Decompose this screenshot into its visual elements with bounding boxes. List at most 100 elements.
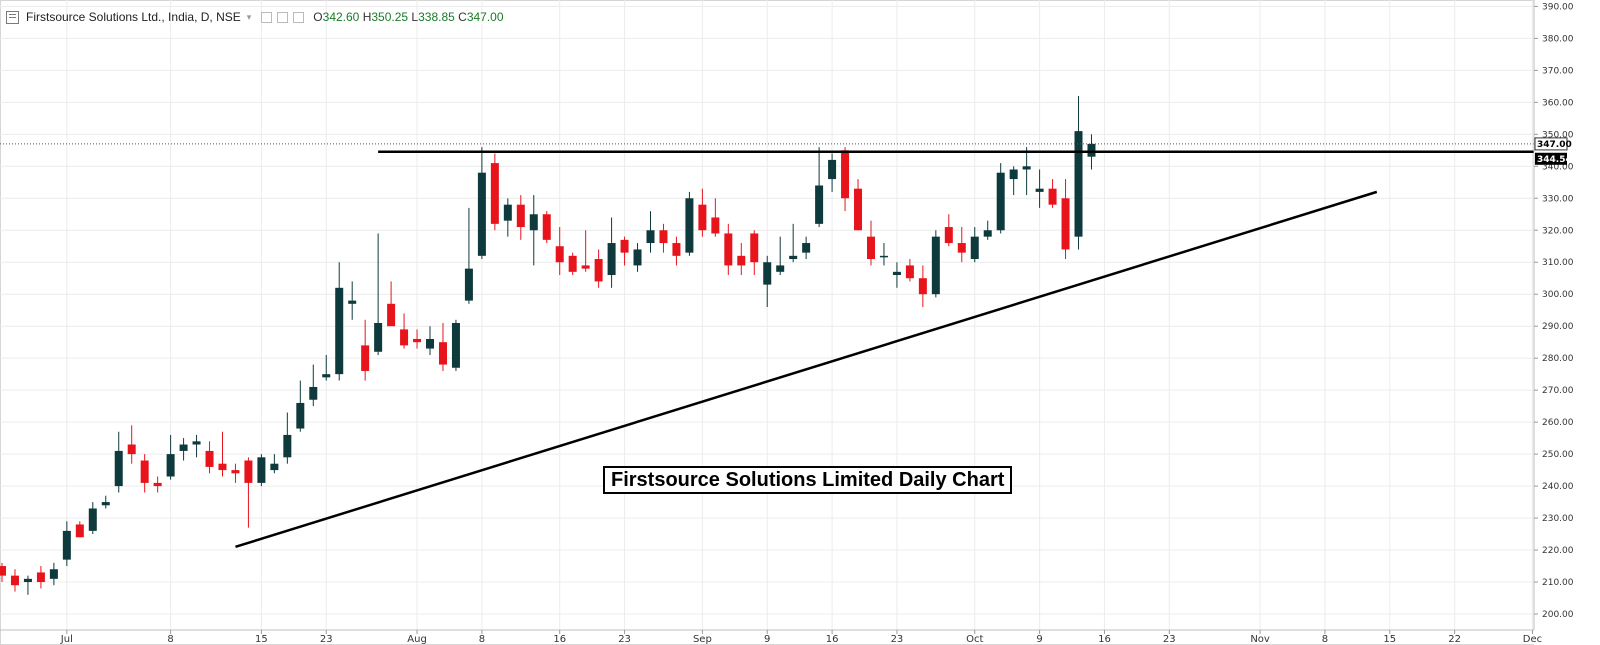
candle (711, 198, 720, 237)
x-tick-label: 15 (255, 634, 268, 645)
price-axis-bg (1534, 0, 1600, 645)
candle-body (101, 502, 110, 506)
candle-body (62, 530, 71, 560)
candles (0, 95, 1096, 595)
candle-body (309, 386, 318, 400)
y-tick-label: 350.00 (1542, 130, 1574, 140)
candle (568, 252, 577, 276)
candle-body (0, 566, 6, 576)
ohlc-values: O342.60 H350.25 L338.85 C347.00 (313, 10, 503, 24)
candle-body (581, 265, 590, 269)
x-tick-label: 23 (618, 634, 631, 645)
candle (1048, 179, 1057, 208)
y-tick-label: 380.00 (1542, 34, 1574, 44)
candle (918, 265, 927, 308)
candle (490, 153, 499, 231)
candle-body (387, 303, 396, 327)
candle (996, 163, 1005, 234)
x-tick-label: 16 (1098, 634, 1111, 645)
candle (218, 431, 227, 477)
price-tags: 347.00 344.54 (1534, 137, 1572, 165)
y-tick-label: 330.00 (1542, 194, 1574, 204)
candle (36, 566, 45, 589)
candle-body (763, 262, 772, 285)
candle-body (335, 287, 344, 375)
x-tick-label: Nov (1250, 634, 1270, 645)
candle-body (1048, 188, 1057, 205)
last-price-tag-bg (1534, 137, 1568, 151)
grid (0, 0, 1534, 630)
y-tick-label: 310.00 (1542, 258, 1574, 268)
candle (464, 207, 473, 304)
candle (179, 438, 188, 461)
candle-body (802, 243, 811, 253)
settings-icon[interactable] (277, 11, 289, 23)
x-tick-label: Dec (1523, 634, 1542, 645)
y-tick-label: 210.00 (1542, 578, 1574, 588)
candle (581, 230, 590, 272)
candle (1074, 95, 1083, 250)
candle (283, 412, 292, 464)
candle-body (1074, 131, 1083, 237)
line-price-tag: 344.54 (1535, 152, 1572, 165)
chevron-down-icon[interactable]: ▾ (246, 11, 252, 22)
candle-body (516, 204, 525, 228)
candle (879, 243, 888, 266)
candle-body (153, 482, 162, 487)
x-tick-label: 9 (1036, 634, 1042, 645)
candle (763, 255, 772, 308)
candle-body (10, 575, 19, 586)
candle (698, 188, 707, 237)
price-axis[interactable]: 390.00 380.00 370.00 360.00 350.00 340.00 330.… (1533, 0, 1600, 645)
x-tick-label: 16 (826, 634, 839, 645)
candle-body (672, 243, 681, 256)
candle-body (400, 329, 409, 346)
candle (192, 434, 201, 458)
candle (724, 223, 733, 276)
candle-body (711, 217, 720, 234)
visibility-icon[interactable] (261, 11, 273, 23)
candle-body (464, 268, 473, 301)
candle (75, 521, 84, 538)
candle-body (205, 450, 214, 467)
series-menu-icon[interactable] (6, 10, 19, 24)
support-trendline[interactable] (235, 190, 1378, 549)
x-tick-label: 8 (479, 634, 485, 645)
candle-body (737, 255, 746, 266)
candle-body (607, 243, 616, 276)
y-tick-label: 300.00 (1542, 290, 1574, 300)
x-tick-label: 16 (553, 634, 566, 645)
candle (309, 364, 318, 407)
y-tick-label: 260.00 (1542, 418, 1574, 428)
candle (892, 262, 901, 288)
symbol-title[interactable]: Firstsource Solutions Ltd., India, D, NS… (26, 10, 241, 24)
y-tick-label: 230.00 (1542, 514, 1574, 524)
candle (776, 236, 785, 276)
candle-body (879, 255, 888, 258)
candle (426, 326, 435, 355)
candle (244, 457, 253, 528)
candle-body (724, 233, 733, 266)
x-tick-label: Jul (60, 634, 73, 645)
candle (348, 281, 357, 320)
candle (0, 562, 6, 583)
high-label: H (362, 10, 372, 24)
candle (205, 441, 214, 474)
candle-body (1009, 169, 1018, 180)
close-icon[interactable] (293, 11, 305, 23)
candle (828, 153, 837, 192)
time-axis[interactable]: Jul 8 15 23 Aug 8 16 23 Sep 9 16 23 Oct 9 16 23 Nov 8 15 22… (0, 629, 1542, 645)
close-value: 347.00 (466, 10, 504, 24)
candle-body (996, 172, 1005, 231)
y-tick-label: 360.00 (1542, 98, 1574, 108)
candle-body (503, 204, 512, 221)
candle-body (750, 233, 759, 263)
candle (361, 319, 370, 381)
candle-body (283, 434, 292, 458)
candle (659, 223, 668, 253)
candle-body (426, 338, 435, 349)
candle (620, 236, 629, 266)
x-tick-label: 23 (320, 634, 333, 645)
chart-annotation-title: Firstsource Solutions Limited Daily Char… (603, 466, 1013, 494)
